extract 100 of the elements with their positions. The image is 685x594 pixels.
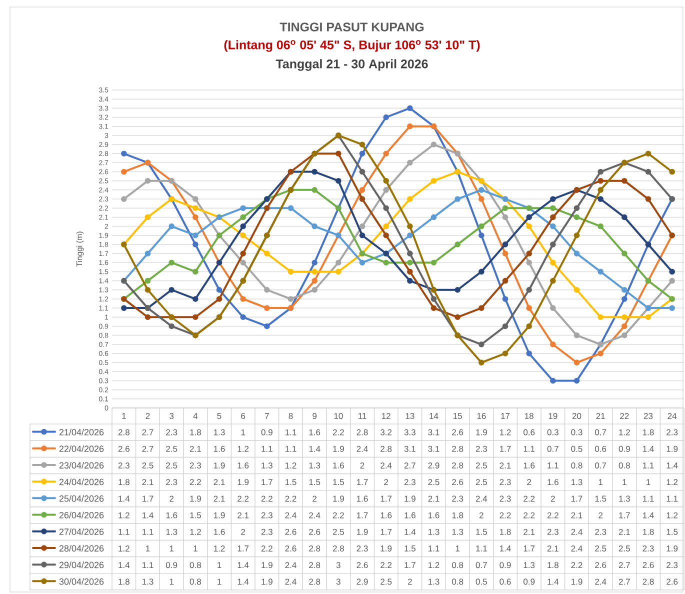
data-label: 2.2 [285, 496, 296, 502]
data-label: 0.8 [452, 578, 464, 585]
data-label: 2.4 [571, 528, 582, 535]
point [121, 196, 127, 202]
data-label: 2.4 [380, 462, 392, 468]
point [622, 178, 628, 184]
data-label: 1 [456, 546, 460, 552]
data-label: 1.2 [666, 512, 678, 518]
data-label: 1.5 [666, 528, 678, 535]
point [598, 268, 604, 275]
data-label: 2.8 [452, 446, 464, 452]
data-label: 1.1 [642, 462, 654, 468]
data-label: 3.3 [404, 429, 416, 436]
data-label: 2.3 [595, 528, 606, 535]
data-label: 1.6 [524, 462, 535, 468]
point [430, 214, 437, 220]
point [669, 168, 675, 175]
data-label: 0.7 [595, 462, 606, 468]
legend-label: 26/04/2026 [59, 512, 104, 518]
data-label: 0.5 [476, 578, 487, 585]
data-label: 2.5 [428, 479, 440, 486]
data-label: 2.8 [332, 545, 344, 552]
data-label: 1.5 [333, 479, 344, 486]
data-label: 1.2 [118, 546, 130, 552]
x-tick-label: 17 [501, 413, 510, 419]
data-label: 1 [194, 546, 198, 552]
x-tick-label: 1 [122, 413, 126, 419]
data-label: 0.9 [261, 429, 272, 436]
point [288, 268, 294, 275]
data-label: 2.5 [142, 462, 154, 468]
data-label: 2.7 [618, 578, 630, 585]
data-label: 2.5 [380, 578, 392, 585]
x-tick-label: 24 [668, 413, 677, 419]
data-label: 2.9 [356, 578, 368, 585]
point [598, 314, 604, 320]
data-label: 1.8 [118, 578, 130, 585]
data-label: 1.7 [380, 496, 392, 502]
data-label: 2.4 [285, 512, 296, 518]
x-tick-label: 9 [312, 412, 317, 419]
data-label: 2.8 [642, 578, 654, 585]
point [502, 278, 508, 284]
data-label: 1.7 [404, 562, 416, 568]
point [645, 196, 652, 202]
point [574, 378, 580, 384]
point [407, 223, 413, 230]
point [598, 187, 604, 193]
data-label: 2.1 [142, 479, 154, 486]
data-label: 2 [527, 479, 532, 486]
data-label: 1.2 [285, 462, 296, 468]
data-label: 0.7 [547, 446, 558, 452]
point [478, 196, 484, 202]
data-label: 0.9 [166, 562, 178, 568]
point [502, 214, 508, 220]
data-label: 2.5 [166, 462, 178, 468]
point [407, 196, 413, 202]
data-label: 1.7 [524, 546, 535, 552]
data-label: 2.6 [285, 545, 296, 552]
data-label: 2.6 [642, 562, 654, 568]
point [550, 378, 556, 384]
data-label: 2.1 [214, 479, 225, 486]
data-label: 1.9 [571, 578, 582, 585]
data-label: 1.1 [142, 562, 154, 568]
data-label: 1.1 [118, 528, 130, 535]
data-label: 2.5 [332, 528, 344, 535]
x-tick-label: 11 [358, 413, 366, 419]
point [312, 278, 318, 284]
data-label: 1.3 [262, 462, 272, 468]
data-label: 2.2 [190, 479, 201, 486]
point [383, 187, 389, 193]
x-tick-label: 2 [146, 413, 150, 419]
data-label: 1.5 [476, 528, 487, 535]
data-label: 1.9 [238, 479, 249, 486]
data-label: 2 [479, 512, 484, 518]
data-label: 2.3 [190, 462, 201, 468]
data-label: 2.2 [238, 496, 249, 502]
data-label: 1.6 [214, 528, 225, 535]
point [144, 314, 151, 320]
data-label: 2.3 [547, 528, 558, 535]
data-label: 1.7 [262, 479, 272, 486]
data-label: 1.9 [262, 578, 272, 585]
data-label: 0.5 [571, 446, 582, 452]
data-label: 1.1 [428, 546, 440, 552]
point [574, 360, 580, 366]
legend-label: 29/04/2026 [59, 562, 104, 568]
data-label: 2.5 [618, 545, 630, 552]
point [550, 278, 556, 284]
data-label: 1.3 [524, 562, 535, 568]
point [550, 242, 556, 248]
data-label: 1.1 [142, 528, 154, 535]
point [478, 360, 484, 366]
data-label: 2.6 [118, 446, 130, 452]
point [622, 250, 628, 256]
data-label: 1.6 [309, 429, 320, 436]
data-label: 1.9 [333, 446, 344, 452]
data-label: 2.3 [166, 429, 178, 436]
data-label: 2 [408, 578, 412, 585]
point [454, 242, 460, 248]
data-label: 1.2 [214, 546, 225, 552]
data-label: 3.1 [428, 429, 440, 436]
data-label: 2.3 [452, 496, 464, 502]
